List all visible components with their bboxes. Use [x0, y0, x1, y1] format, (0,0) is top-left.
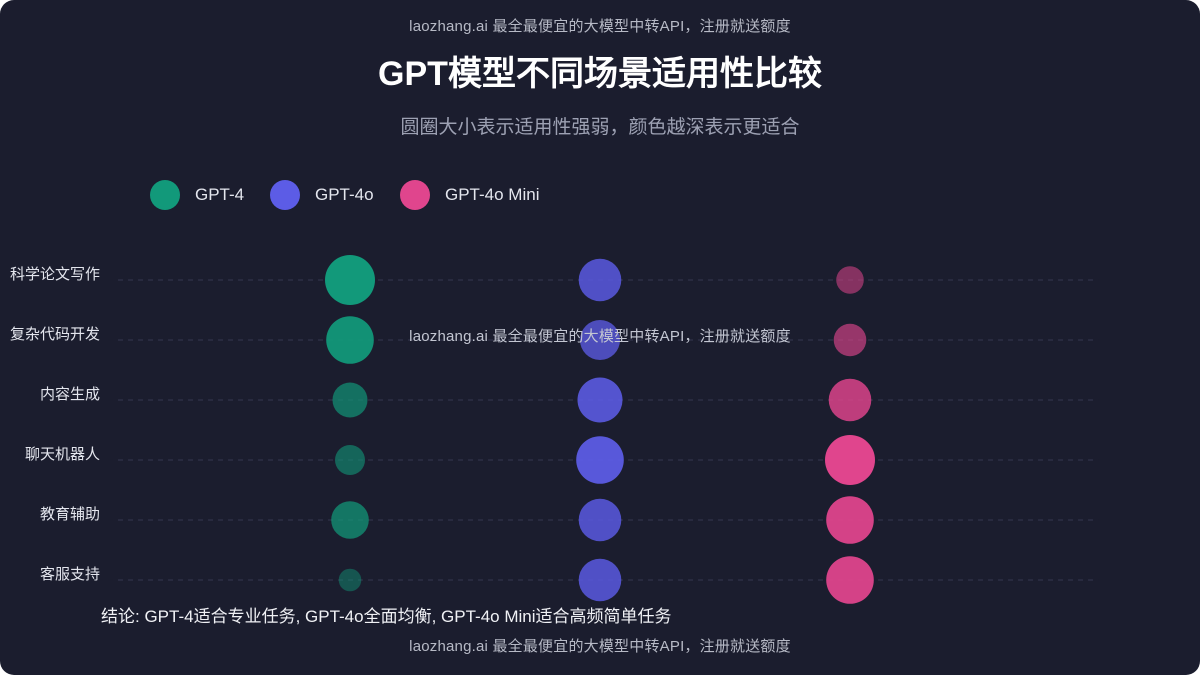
bubble-gpt4o: [577, 377, 623, 423]
watermark-bottom: laozhang.ai 最全最便宜的大模型中转API，注册就送额度: [409, 638, 791, 655]
bubble-gpt4: [335, 445, 365, 475]
row-label: 科学论文写作: [10, 266, 100, 283]
watermark-top: laozhang.ai 最全最便宜的大模型中转API，注册就送额度: [409, 18, 791, 35]
legend-item-gpt4o: GPT-4o: [270, 180, 374, 210]
legend-swatch-gpt4o-mini: [400, 180, 430, 210]
legend-item-gpt4o-mini: GPT-4o Mini: [400, 180, 539, 210]
bubble-gpt4o: [580, 320, 620, 360]
bubble-gpt4o-mini: [825, 435, 875, 485]
row-label: 聊天机器人: [25, 446, 100, 463]
bubble-gpt4o: [578, 558, 622, 602]
chart-subtitle: 圆圈大小表示适用性强弱，颜色越深表示更适合: [400, 117, 800, 138]
grid-lines: [118, 279, 1095, 581]
bubble-gpt4o-mini: [826, 496, 874, 544]
row-label: 复杂代码开发: [10, 325, 100, 343]
legend-swatch-gpt4: [150, 180, 180, 210]
bubble-gpt4o-mini: [826, 556, 874, 604]
bubble-gpt4o: [576, 436, 624, 484]
legend-label-gpt4o-mini: GPT-4o Mini: [445, 185, 540, 204]
watermark-middle: laozhang.ai 最全最便宜的大模型中转API，注册就送额度: [409, 328, 791, 345]
row-label: 客服支持: [40, 566, 100, 583]
bubble-gpt4o-mini: [836, 266, 864, 294]
legend-label-gpt4o: GPT-4o: [315, 185, 374, 204]
legend-item-gpt4: GPT-4: [150, 180, 244, 210]
conclusion-text: 结论: GPT-4适合专业任务, GPT-4o全面均衡, GPT-4o Mini…: [101, 607, 672, 626]
bubble-gpt4o-mini: [833, 323, 867, 357]
row-label: 教育辅助: [40, 506, 100, 523]
chart-title: GPT模型不同场景适用性比较: [378, 55, 822, 93]
legend-label-gpt4: GPT-4: [195, 185, 245, 204]
bubble-gpt4: [326, 316, 374, 364]
legend-swatch-gpt4o: [270, 180, 300, 210]
bubble-gpt4: [331, 501, 369, 539]
bubble-gpt4o: [578, 258, 622, 302]
bubble-gpt4o-mini: [828, 378, 872, 422]
bubble-gpt4: [332, 382, 368, 418]
row-label: 内容生成: [40, 386, 100, 403]
bubbles: [325, 255, 875, 604]
bubble-gpt4o: [578, 498, 622, 542]
bubble-gpt4: [338, 568, 362, 592]
bubble-gpt4: [325, 255, 375, 305]
